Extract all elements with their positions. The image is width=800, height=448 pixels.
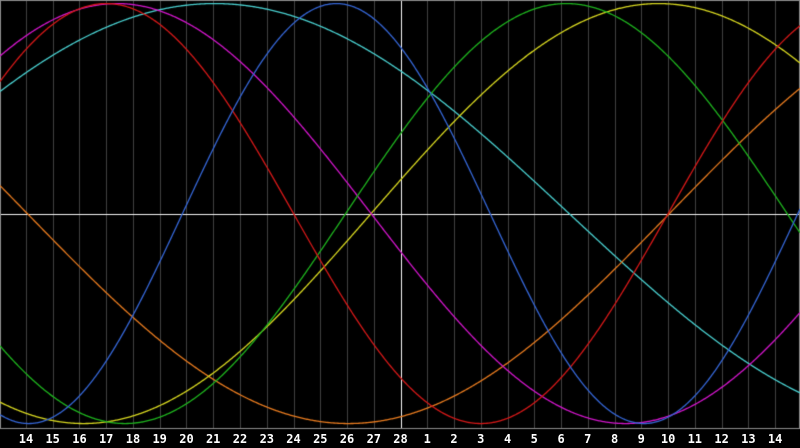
x-tick-label: 11 [687,432,703,446]
x-tick-label: 23 [259,432,275,446]
x-tick-label: 26 [339,432,355,446]
x-tick-label: 21 [205,432,221,446]
x-axis: 14 15 16 17 18 19 20 21 22 23 24 25 26 27 28 1 2 3 4 5 6 7 8 9 1… [0,430,800,448]
x-tick-label: 20 [179,432,194,446]
x-tick-label: 28 [393,432,408,446]
x-tick-label: 24 [286,432,301,446]
x-tick-label: 18 [125,432,141,446]
x-tick-label: 17 [98,432,114,446]
x-tick-label: 6 [557,432,565,446]
x-tick-label: 1 [423,432,431,446]
x-tick-label: 5 [530,432,538,446]
x-tick-label: 7 [584,432,592,446]
x-tick-label: 13 [741,432,756,446]
x-tick-label: 10 [660,432,676,446]
x-tick-label: 9 [637,432,645,446]
x-tick-label: 15 [45,432,60,446]
x-tick-label: 27 [366,432,382,446]
x-tick-label: 2 [450,432,458,446]
x-tick-label: 12 [714,432,729,446]
x-tick-label: 14 [767,432,783,446]
x-tick-label: 14 [18,432,34,446]
x-tick-label: 3 [477,432,485,446]
x-tick-label: 22 [232,432,248,446]
x-tick-label: 16 [72,432,87,446]
x-tick-label: 19 [152,432,167,446]
x-tick-label: 4 [503,432,512,446]
x-tick-label: 25 [313,432,328,446]
x-tick-label: 8 [610,432,619,446]
